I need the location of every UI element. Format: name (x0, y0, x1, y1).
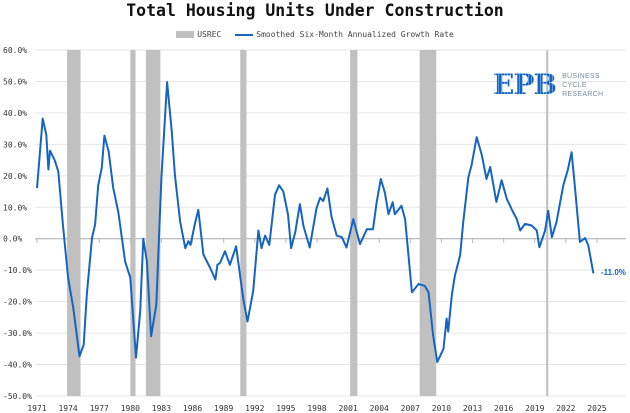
legend-label-growth-rate: Smoothed Six-Month Annualized Growth Rat… (256, 30, 454, 39)
recession-bar (67, 50, 81, 396)
end-value-label: -11.0% (601, 268, 626, 277)
x-tick-label: 1986 (183, 404, 202, 413)
y-tick-label: -40.0% (3, 361, 32, 370)
x-tick-label: 2013 (463, 404, 482, 413)
y-tick-label: 50.0% (3, 77, 27, 86)
legend-item-usrec[interactable]: USREC (176, 30, 221, 39)
x-tick-label: 1989 (214, 404, 233, 413)
x-tick-label: 1977 (90, 404, 109, 413)
y-tick-label: -50.0% (3, 392, 32, 401)
logo-text: BUSINESS CYCLE RESEARCH (562, 72, 603, 99)
legend-item-growth-rate[interactable]: Smoothed Six-Month Annualized Growth Rat… (235, 30, 454, 39)
x-tick-label: 1980 (121, 404, 140, 413)
y-tick-label: -20.0% (3, 298, 32, 307)
x-tick-label: 2007 (401, 404, 420, 413)
x-tick-label: 2025 (587, 404, 606, 413)
x-tick-label: 2022 (556, 404, 575, 413)
y-tick-label: -10.0% (3, 266, 32, 275)
logo-line: CYCLE (562, 81, 587, 89)
recession-bar (145, 50, 161, 396)
x-tick-label: 2016 (494, 404, 513, 413)
logo-mark: EPB (493, 68, 557, 101)
series-line-growth-rate (36, 81, 595, 363)
logo-line: BUSINESS (562, 72, 600, 80)
x-tick-label: 2010 (432, 404, 451, 413)
x-tick-label: 1983 (152, 404, 171, 413)
logo-line: RESEARCH (562, 90, 604, 98)
y-tick-label: 30.0% (3, 140, 27, 149)
legend-swatch-growth-rate (235, 33, 254, 36)
legend-swatch-usrec (176, 31, 195, 38)
recession-bar (130, 50, 136, 396)
y-tick-label: 60.0% (3, 46, 27, 55)
y-tick-label: 0.0% (3, 235, 22, 244)
x-tick-label: 2001 (338, 404, 357, 413)
y-tick-label: 40.0% (3, 109, 27, 118)
legend-label-usrec: USREC (197, 30, 222, 39)
x-tick-label: 2019 (525, 404, 544, 413)
y-tick-label: 10.0% (3, 203, 27, 212)
x-tick-label: 1995 (276, 404, 295, 413)
x-tick-label: 1971 (27, 404, 46, 413)
x-tick-label: 1998 (307, 404, 326, 413)
y-tick-label: -30.0% (3, 329, 32, 338)
y-tick-label: 20.0% (3, 172, 27, 181)
x-tick-label: 1992 (245, 404, 264, 413)
x-tick-label: 1974 (58, 404, 77, 413)
x-tick-label: 2004 (370, 404, 389, 413)
legend: USREC Smoothed Six-Month Annualized Grow… (0, 30, 630, 39)
epb-logo: EPB BUSINESS CYCLE RESEARCH (493, 70, 603, 100)
recession-bar (419, 50, 437, 396)
chart-title: Total Housing Units Under Construction (126, 1, 504, 20)
recession-bar (240, 50, 247, 396)
